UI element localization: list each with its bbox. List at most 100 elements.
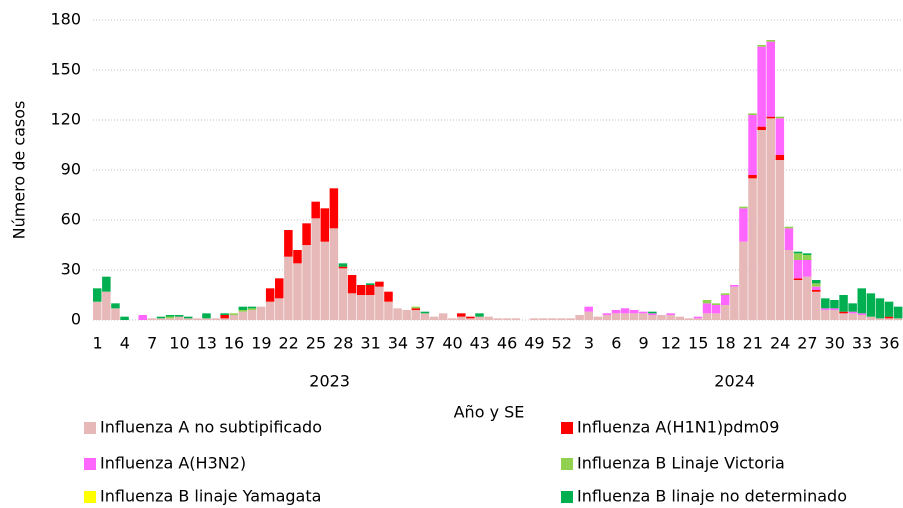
bar-segment <box>447 318 457 320</box>
bar-segment <box>866 316 876 320</box>
bar-segment <box>657 315 666 320</box>
bar-segment <box>711 303 721 305</box>
bar-segment <box>538 318 548 320</box>
bar-segment <box>193 318 202 320</box>
bar-segment <box>730 285 739 287</box>
bar-segment <box>848 313 857 320</box>
x-tick-label: 52 <box>552 334 572 353</box>
x-tick-label: 33 <box>852 334 872 353</box>
legend-swatch <box>561 422 573 434</box>
bar-segment <box>884 318 894 320</box>
bar-segment <box>165 315 175 317</box>
bar-segment <box>275 298 284 320</box>
x-tick-label: 3 <box>584 334 594 353</box>
bar-segment <box>529 318 539 320</box>
bar-segment <box>265 301 275 320</box>
bar-segment <box>102 276 111 292</box>
bar-segment <box>739 241 748 320</box>
bar-segment <box>648 313 657 315</box>
bar-segment <box>748 178 757 320</box>
bar-segment <box>402 310 411 320</box>
bar-segment <box>165 318 175 320</box>
bar-segment <box>284 230 293 257</box>
bar-segment <box>247 310 257 320</box>
bar-segment <box>611 310 621 314</box>
bar-segment <box>757 46 766 127</box>
bar-segment <box>730 286 739 320</box>
bar-segment <box>666 315 675 320</box>
bar-segment <box>693 318 703 320</box>
bar-segment <box>629 310 639 314</box>
bar-segment <box>238 310 248 312</box>
bar-segment <box>247 306 257 309</box>
x-tick-label: 6 <box>611 334 621 353</box>
bar-segment <box>711 313 721 320</box>
bar-segment <box>366 283 375 285</box>
bar-segment <box>220 318 229 320</box>
bar-segment <box>830 310 839 320</box>
bar-segment <box>202 313 211 319</box>
bar-segment <box>238 311 248 320</box>
bar-segment <box>375 281 384 287</box>
bar-segment <box>629 313 639 320</box>
y-tick-label: 0 <box>71 310 81 329</box>
bar-segment <box>457 316 466 320</box>
bar-segment <box>784 228 794 250</box>
bar-segment <box>220 315 229 319</box>
bar-segment <box>356 295 366 320</box>
bar-segment <box>702 300 712 304</box>
bar-segment <box>839 295 848 312</box>
bar-segment <box>156 316 166 319</box>
bar-segment <box>793 280 803 320</box>
bar-segment <box>875 298 885 319</box>
bar-segment <box>411 310 421 320</box>
x-tick-label: 25 <box>306 334 326 353</box>
bar-segment <box>384 301 393 320</box>
bar-segment <box>875 318 885 320</box>
bar-segment <box>793 278 803 280</box>
bar-segment <box>411 308 421 310</box>
bar-segment <box>220 313 229 315</box>
bar-segment <box>347 275 357 294</box>
bar-segment <box>775 118 785 155</box>
bar-segment <box>857 315 866 320</box>
bar-segment <box>247 308 257 310</box>
bar-segment <box>757 130 766 320</box>
x-tick-label: 4 <box>120 334 130 353</box>
bar-segment <box>648 315 657 320</box>
bar-segment <box>511 318 521 320</box>
bar-segment <box>711 305 721 314</box>
bar-segment <box>775 116 785 119</box>
bar-segment <box>793 260 803 279</box>
x-tick-label: 9 <box>639 334 649 353</box>
bar-segment <box>475 316 484 320</box>
bar-segment <box>693 316 703 319</box>
legend-label: Influenza B linaje Yamagata <box>100 487 321 506</box>
x-tick-label: 31 <box>360 334 380 353</box>
x-tick-label: 24 <box>770 334 790 353</box>
bar-segment <box>366 285 375 295</box>
bar-segment <box>384 291 393 302</box>
bar-segment <box>466 316 475 319</box>
bar-segment <box>620 308 630 314</box>
bar-segment <box>93 288 102 302</box>
bar-segment <box>165 316 175 319</box>
bar-segment <box>302 223 311 245</box>
bar-segment <box>329 228 339 320</box>
legend-swatch <box>84 422 96 434</box>
legend-swatch <box>84 458 96 470</box>
bar-segment <box>702 313 712 320</box>
bar-segment <box>256 306 266 320</box>
legend-swatch <box>561 458 573 470</box>
bar-segment <box>639 313 648 320</box>
bar-segment <box>156 318 166 320</box>
bar-segment <box>602 313 612 315</box>
x-tick-label: 15 <box>688 334 708 353</box>
bar-segment <box>602 315 612 320</box>
bar-segment <box>857 288 866 314</box>
bar-segment <box>411 306 421 309</box>
bar-segment <box>793 253 803 260</box>
bar-segment <box>784 226 794 229</box>
legend-swatch <box>561 491 573 503</box>
